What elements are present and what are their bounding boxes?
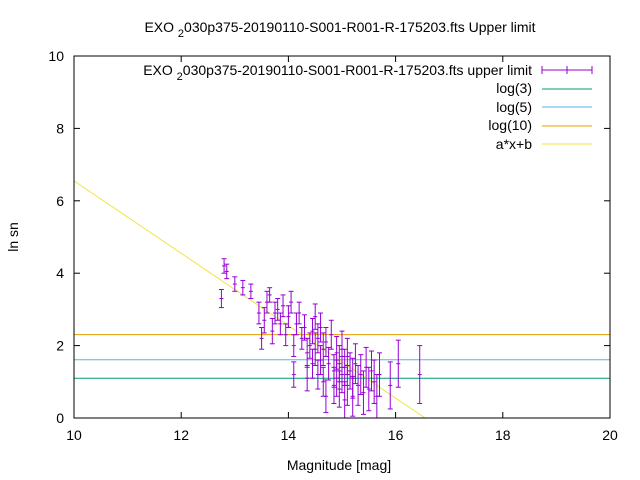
data-point [344, 365, 350, 406]
chart-title-subscript: 2 [178, 28, 184, 40]
data-point [339, 355, 345, 394]
data-point [387, 361, 393, 410]
x-tick-label: 16 [388, 427, 404, 443]
data-point [232, 276, 238, 292]
data-point [395, 339, 401, 388]
y-axis-label: ln sn [5, 222, 21, 252]
data-point [350, 375, 356, 417]
data-point [267, 287, 273, 303]
data-point [336, 370, 342, 408]
chart-title: EXO 2030p375-20190110-S001-R001-R-175203… [144, 19, 535, 40]
y-tick-label: 10 [48, 48, 64, 64]
data-point [240, 279, 246, 296]
data-point [299, 327, 305, 350]
data-point [259, 327, 265, 350]
data-point [288, 290, 294, 314]
legend: EXO 2030p375-20190110-S001-R001-R-175203… [143, 62, 593, 152]
y-tick-label: 0 [56, 410, 64, 426]
data-point [275, 298, 281, 321]
legend-label-prefix: EXO [143, 62, 176, 78]
data-point [283, 323, 289, 347]
data-point [272, 301, 278, 325]
chart-title-suffix: 030p375-20190110-S001-R001-R-175203.fts … [184, 19, 536, 35]
x-tick-label: 14 [281, 427, 297, 443]
data-point [326, 346, 332, 381]
data-point [256, 301, 262, 325]
data-point [304, 365, 310, 392]
data-point [377, 352, 383, 397]
plot-area [73, 180, 610, 419]
data-point [360, 370, 366, 415]
x-axis: 10 12 14 16 18 20 [66, 56, 618, 443]
data-point [291, 334, 297, 357]
data-point [312, 303, 318, 330]
data-point [417, 345, 423, 405]
x-tick-label: 10 [66, 427, 82, 443]
data-point [352, 343, 358, 385]
legend-label-upper-limit: EXO 2030p375-20190110-S001-R001-R-175203… [143, 62, 532, 83]
data-point [368, 350, 374, 392]
data-point [310, 317, 316, 345]
legend-label-fit: a*x+b [496, 136, 532, 152]
y-axis: 0 2 4 6 8 10 [48, 48, 610, 426]
legend-label-log3: log(3) [496, 80, 532, 96]
data-point [334, 359, 340, 397]
data-point [318, 345, 324, 376]
data-point [291, 361, 297, 388]
data-point [285, 305, 291, 328]
data-point [371, 359, 377, 405]
data-point [320, 332, 326, 367]
data-point [307, 332, 313, 359]
data-point [318, 312, 324, 343]
data-point [261, 307, 267, 334]
data-point [280, 294, 286, 318]
data-point [301, 314, 307, 341]
data-point [331, 366, 337, 405]
data-point [296, 301, 302, 325]
data-point [323, 379, 329, 414]
data-point [347, 352, 353, 390]
data-point [328, 319, 334, 350]
y-tick-label: 8 [56, 120, 64, 136]
data-point [269, 317, 275, 345]
data-point [323, 327, 329, 357]
data-point [277, 312, 283, 336]
data-point [218, 288, 224, 309]
data-point [248, 283, 254, 300]
x-tick-label: 12 [173, 427, 189, 443]
legend-label-suffix: 030p375-20190110-S001-R001-R-175203.fts … [183, 62, 532, 78]
x-tick-label: 18 [495, 427, 511, 443]
x-axis-label: Magnitude [mag] [287, 457, 391, 473]
data-point [224, 263, 230, 280]
legend-label-log10: log(10) [488, 117, 532, 133]
y-tick-label: 2 [56, 338, 64, 354]
chart-title-prefix: EXO [144, 19, 177, 35]
legend-label-subscript: 2 [177, 71, 183, 83]
data-point [366, 366, 372, 412]
y-tick-label: 6 [56, 193, 64, 209]
plot-border [73, 55, 611, 419]
data-point [221, 258, 227, 274]
y-tick-label: 4 [56, 265, 64, 281]
x-tick-label: 20 [602, 427, 618, 443]
data-point [363, 346, 369, 388]
legend-samples [541, 66, 593, 145]
data-point [355, 365, 361, 406]
data-point [315, 323, 321, 354]
legend-label-log5: log(5) [496, 99, 532, 115]
data-point [312, 332, 318, 367]
data-point [358, 354, 364, 395]
